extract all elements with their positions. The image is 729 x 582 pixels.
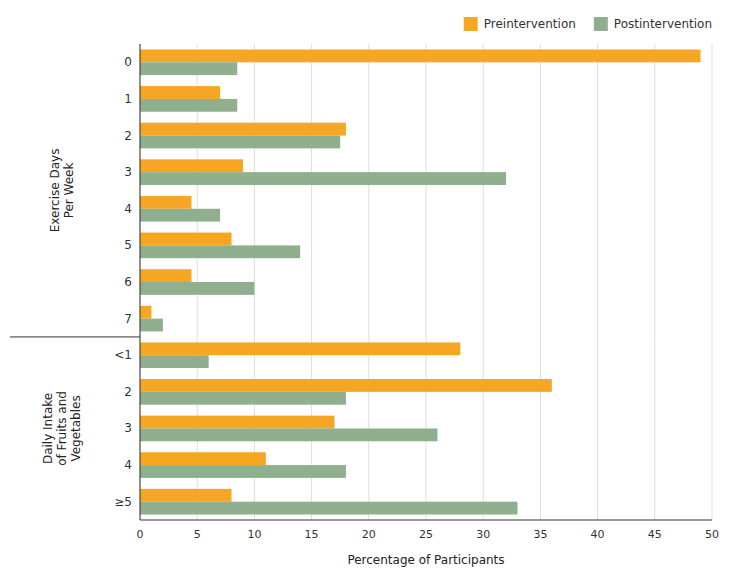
y-tick-label: 3 [124, 421, 132, 435]
y-tick-label: 7 [124, 312, 132, 326]
bar [140, 86, 220, 99]
bar [140, 159, 243, 172]
y-tick-label: 2 [124, 129, 132, 143]
bar [140, 196, 191, 209]
grid-line [654, 337, 655, 520]
x-tick-label: 0 [137, 528, 144, 541]
bar [140, 136, 340, 149]
bar [140, 172, 506, 185]
grid-line [483, 44, 484, 337]
bar [140, 502, 518, 515]
y-tick-label: 4 [124, 458, 132, 472]
chart-svg: 01234567Exercise DaysPer WeekPostinterve… [0, 0, 729, 582]
bar [140, 233, 232, 246]
bar [140, 428, 437, 441]
y-tick-label: 2 [124, 385, 132, 399]
bar [140, 489, 232, 502]
separator [10, 336, 140, 337]
bar [140, 392, 346, 405]
grid-line [483, 337, 484, 520]
y-tick-label: 6 [124, 275, 132, 289]
grid-line [597, 337, 598, 520]
y-tick-label: 4 [124, 202, 132, 216]
y-axis-label: Daily Intakeof Fruits andVegetables [41, 391, 83, 466]
x-tick-label: 25 [419, 528, 433, 541]
bar [140, 319, 163, 332]
y-tick-label: 0 [124, 55, 132, 69]
x-tick-label: 10 [247, 528, 261, 541]
grid-line [540, 337, 541, 520]
bar [140, 49, 701, 62]
grid-line [311, 44, 312, 337]
x-tick-label: 15 [305, 528, 319, 541]
x-axis-label: Percentage of Participants [347, 553, 504, 567]
bar [140, 465, 346, 478]
grid-line [597, 44, 598, 337]
grid-line [654, 44, 655, 337]
y-axis-label: Exercise DaysPer Week [48, 149, 76, 233]
x-tick-label: 20 [362, 528, 376, 541]
grid-line [426, 44, 427, 337]
y-tick-label: ≥5 [114, 495, 132, 509]
y-tick-label: <1 [114, 348, 132, 362]
x-tick-label: 30 [476, 528, 490, 541]
legend-label: Preintervention [484, 17, 576, 31]
bar [140, 452, 266, 465]
y-tick-label: 1 [124, 92, 132, 106]
legend-swatch [464, 17, 478, 31]
grid-line [140, 337, 141, 520]
bar [140, 99, 237, 112]
y-tick-label: 3 [124, 165, 132, 179]
bar [140, 355, 209, 368]
bar [140, 379, 552, 392]
grid-line [712, 44, 713, 337]
x-axis-line [140, 520, 712, 521]
x-tick-label: 40 [591, 528, 605, 541]
panel: 0 1 2 3 4 5 6 7 Exercise DaysPer Week [48, 44, 712, 337]
y-axis-line [140, 337, 141, 520]
legend-swatch [594, 17, 608, 31]
y-tick-label: 5 [124, 238, 132, 252]
panel: <1 2 3 4 ≥5 0 5 10 15 20 25 30 35 40 45 50 Percentage of… [41, 337, 719, 567]
y-axis-line [140, 44, 141, 337]
grid-line [140, 44, 141, 337]
bar [140, 342, 460, 355]
grid-line [368, 44, 369, 337]
legend-label: Postintervention [614, 17, 712, 31]
bar [140, 269, 191, 282]
bars [140, 342, 552, 514]
legend: Postintervention Preintervention [464, 17, 712, 31]
grid-line [540, 44, 541, 337]
bar [140, 282, 254, 295]
x-tick-label: 5 [194, 528, 201, 541]
x-tick-label: 50 [705, 528, 719, 541]
bar [140, 416, 334, 429]
x-tick-label: 35 [533, 528, 547, 541]
bar [140, 209, 220, 222]
bar [140, 245, 300, 258]
bars [140, 49, 701, 331]
grid-line [712, 337, 713, 520]
x-tick-label: 45 [648, 528, 662, 541]
chart-container: 01234567Exercise DaysPer WeekPostinterve… [0, 0, 729, 582]
bar [140, 123, 346, 136]
bar [140, 306, 151, 319]
bar [140, 62, 237, 75]
